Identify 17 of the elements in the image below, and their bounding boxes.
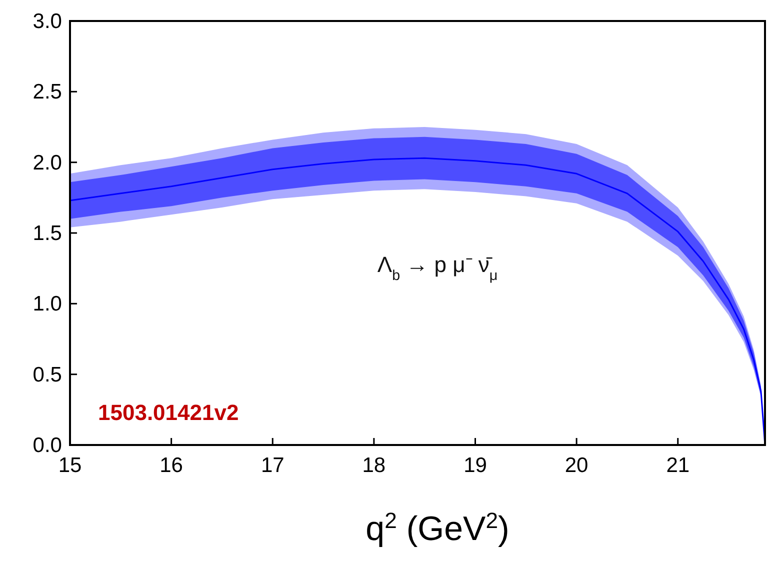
- y-tick-label: 2.5: [32, 80, 62, 104]
- x-tick-label: 18: [362, 454, 386, 477]
- y-tick-label: 1.0: [32, 292, 62, 316]
- x-axis-title: q$^{2}$ (GeV$^{2}$): [366, 508, 510, 548]
- x-tick-label: 16: [160, 454, 183, 477]
- annotation: 1503.01421v2: [98, 400, 239, 425]
- x-tick-label: 20: [564, 454, 588, 477]
- annotation: Λ$_{b}$ → p μ⁻ ν̄$_{μ}$: [377, 252, 498, 284]
- x-tick-label: 15: [58, 454, 82, 477]
- y-tick-label: 3.0: [32, 10, 62, 33]
- y-tick-label: 0.0: [32, 434, 62, 457]
- y-tick-label: 2.0: [32, 151, 62, 174]
- x-tick-label: 21: [666, 454, 690, 477]
- y-tick-label: 1.5: [32, 222, 62, 245]
- x-tick-label: 19: [464, 454, 487, 477]
- y-tick-label: 0.5: [32, 363, 62, 386]
- x-tick-label: 17: [260, 454, 284, 477]
